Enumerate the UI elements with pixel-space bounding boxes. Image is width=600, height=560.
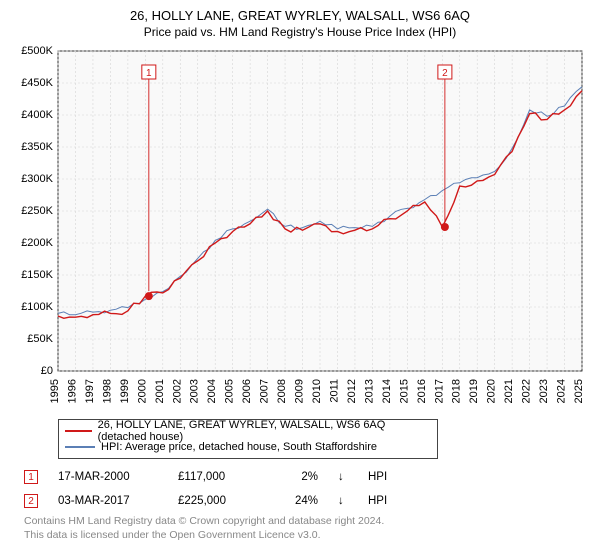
svg-text:2019: 2019 xyxy=(468,379,480,403)
svg-text:£100K: £100K xyxy=(21,301,53,313)
svg-text:2: 2 xyxy=(442,68,448,79)
svg-text:1995: 1995 xyxy=(49,379,61,403)
svg-text:2000: 2000 xyxy=(136,379,148,403)
svg-text:£500K: £500K xyxy=(21,45,53,57)
svg-text:£50K: £50K xyxy=(27,333,53,345)
svg-text:2006: 2006 xyxy=(241,379,253,403)
line-chart: £0 £50K £100K £150K £200K £250K £300K £350K £400… xyxy=(10,45,590,415)
down-arrow-icon: ↓ xyxy=(338,471,348,483)
svg-text:2013: 2013 xyxy=(363,379,375,403)
svg-text:2005: 2005 xyxy=(224,379,236,403)
svg-text:2008: 2008 xyxy=(276,379,288,403)
svg-text:£300K: £300K xyxy=(21,173,53,185)
svg-text:2016: 2016 xyxy=(416,379,428,403)
transaction-table: 1 17-MAR-2000 £117,000 2% ↓ HPI 2 03-MAR… xyxy=(24,465,590,513)
legend-label: 26, HOLLY LANE, GREAT WYRLEY, WALSALL, W… xyxy=(98,419,431,443)
legend-label: HPI: Average price, detached house, Sout… xyxy=(101,441,377,453)
svg-text:2009: 2009 xyxy=(294,379,306,403)
transaction-vs: HPI xyxy=(368,495,398,507)
svg-text:2011: 2011 xyxy=(328,379,340,403)
legend-item: 26, HOLLY LANE, GREAT WYRLEY, WALSALL, W… xyxy=(65,423,431,439)
svg-text:£200K: £200K xyxy=(21,237,53,249)
svg-text:1999: 1999 xyxy=(119,379,131,403)
footer-line: This data is licensed under the Open Gov… xyxy=(24,529,590,543)
svg-text:2025: 2025 xyxy=(573,379,585,403)
svg-text:£350K: £350K xyxy=(21,141,53,153)
transaction-diff: 2% xyxy=(278,471,318,483)
down-arrow-icon: ↓ xyxy=(338,495,348,507)
svg-text:2007: 2007 xyxy=(259,379,271,403)
footer-attribution: Contains HM Land Registry data © Crown c… xyxy=(24,515,590,542)
transaction-date: 17-MAR-2000 xyxy=(58,471,158,483)
svg-text:1998: 1998 xyxy=(101,379,113,403)
svg-text:£450K: £450K xyxy=(21,77,53,89)
svg-text:2015: 2015 xyxy=(398,379,410,403)
transaction-date: 03-MAR-2017 xyxy=(58,495,158,507)
svg-text:£250K: £250K xyxy=(21,205,53,217)
table-row: 2 03-MAR-2017 £225,000 24% ↓ HPI xyxy=(24,489,590,513)
svg-text:2024: 2024 xyxy=(556,379,568,403)
svg-text:2020: 2020 xyxy=(486,379,498,403)
transaction-price: £225,000 xyxy=(178,495,258,507)
legend-swatch xyxy=(65,446,95,448)
svg-text:1996: 1996 xyxy=(66,379,78,403)
svg-text:2003: 2003 xyxy=(189,379,201,403)
svg-text:2014: 2014 xyxy=(381,379,393,403)
transaction-price: £117,000 xyxy=(178,471,258,483)
svg-text:2012: 2012 xyxy=(346,379,358,403)
legend-item: HPI: Average price, detached house, Sout… xyxy=(65,439,431,455)
chart-legend: 26, HOLLY LANE, GREAT WYRLEY, WALSALL, W… xyxy=(58,419,438,459)
svg-text:2001: 2001 xyxy=(154,379,166,403)
table-row: 1 17-MAR-2000 £117,000 2% ↓ HPI xyxy=(24,465,590,489)
svg-text:1: 1 xyxy=(146,68,152,79)
svg-text:£0: £0 xyxy=(41,365,53,377)
legend-swatch xyxy=(65,430,92,432)
svg-text:2018: 2018 xyxy=(451,379,463,403)
svg-text:2021: 2021 xyxy=(503,379,515,403)
svg-text:£150K: £150K xyxy=(21,269,53,281)
svg-text:£400K: £400K xyxy=(21,109,53,121)
svg-text:2010: 2010 xyxy=(311,379,323,403)
transaction-marker: 1 xyxy=(24,470,38,484)
svg-text:2017: 2017 xyxy=(433,379,445,403)
svg-text:2002: 2002 xyxy=(171,379,183,403)
page-subtitle: Price paid vs. HM Land Registry's House … xyxy=(10,25,590,39)
svg-text:2004: 2004 xyxy=(206,379,218,403)
page-title: 26, HOLLY LANE, GREAT WYRLEY, WALSALL, W… xyxy=(10,8,590,23)
transaction-vs: HPI xyxy=(368,471,398,483)
svg-text:2022: 2022 xyxy=(521,379,533,403)
transaction-marker: 2 xyxy=(24,494,38,508)
footer-line: Contains HM Land Registry data © Crown c… xyxy=(24,515,590,529)
transaction-diff: 24% xyxy=(278,495,318,507)
svg-text:2023: 2023 xyxy=(538,379,550,403)
svg-text:1997: 1997 xyxy=(84,379,96,403)
